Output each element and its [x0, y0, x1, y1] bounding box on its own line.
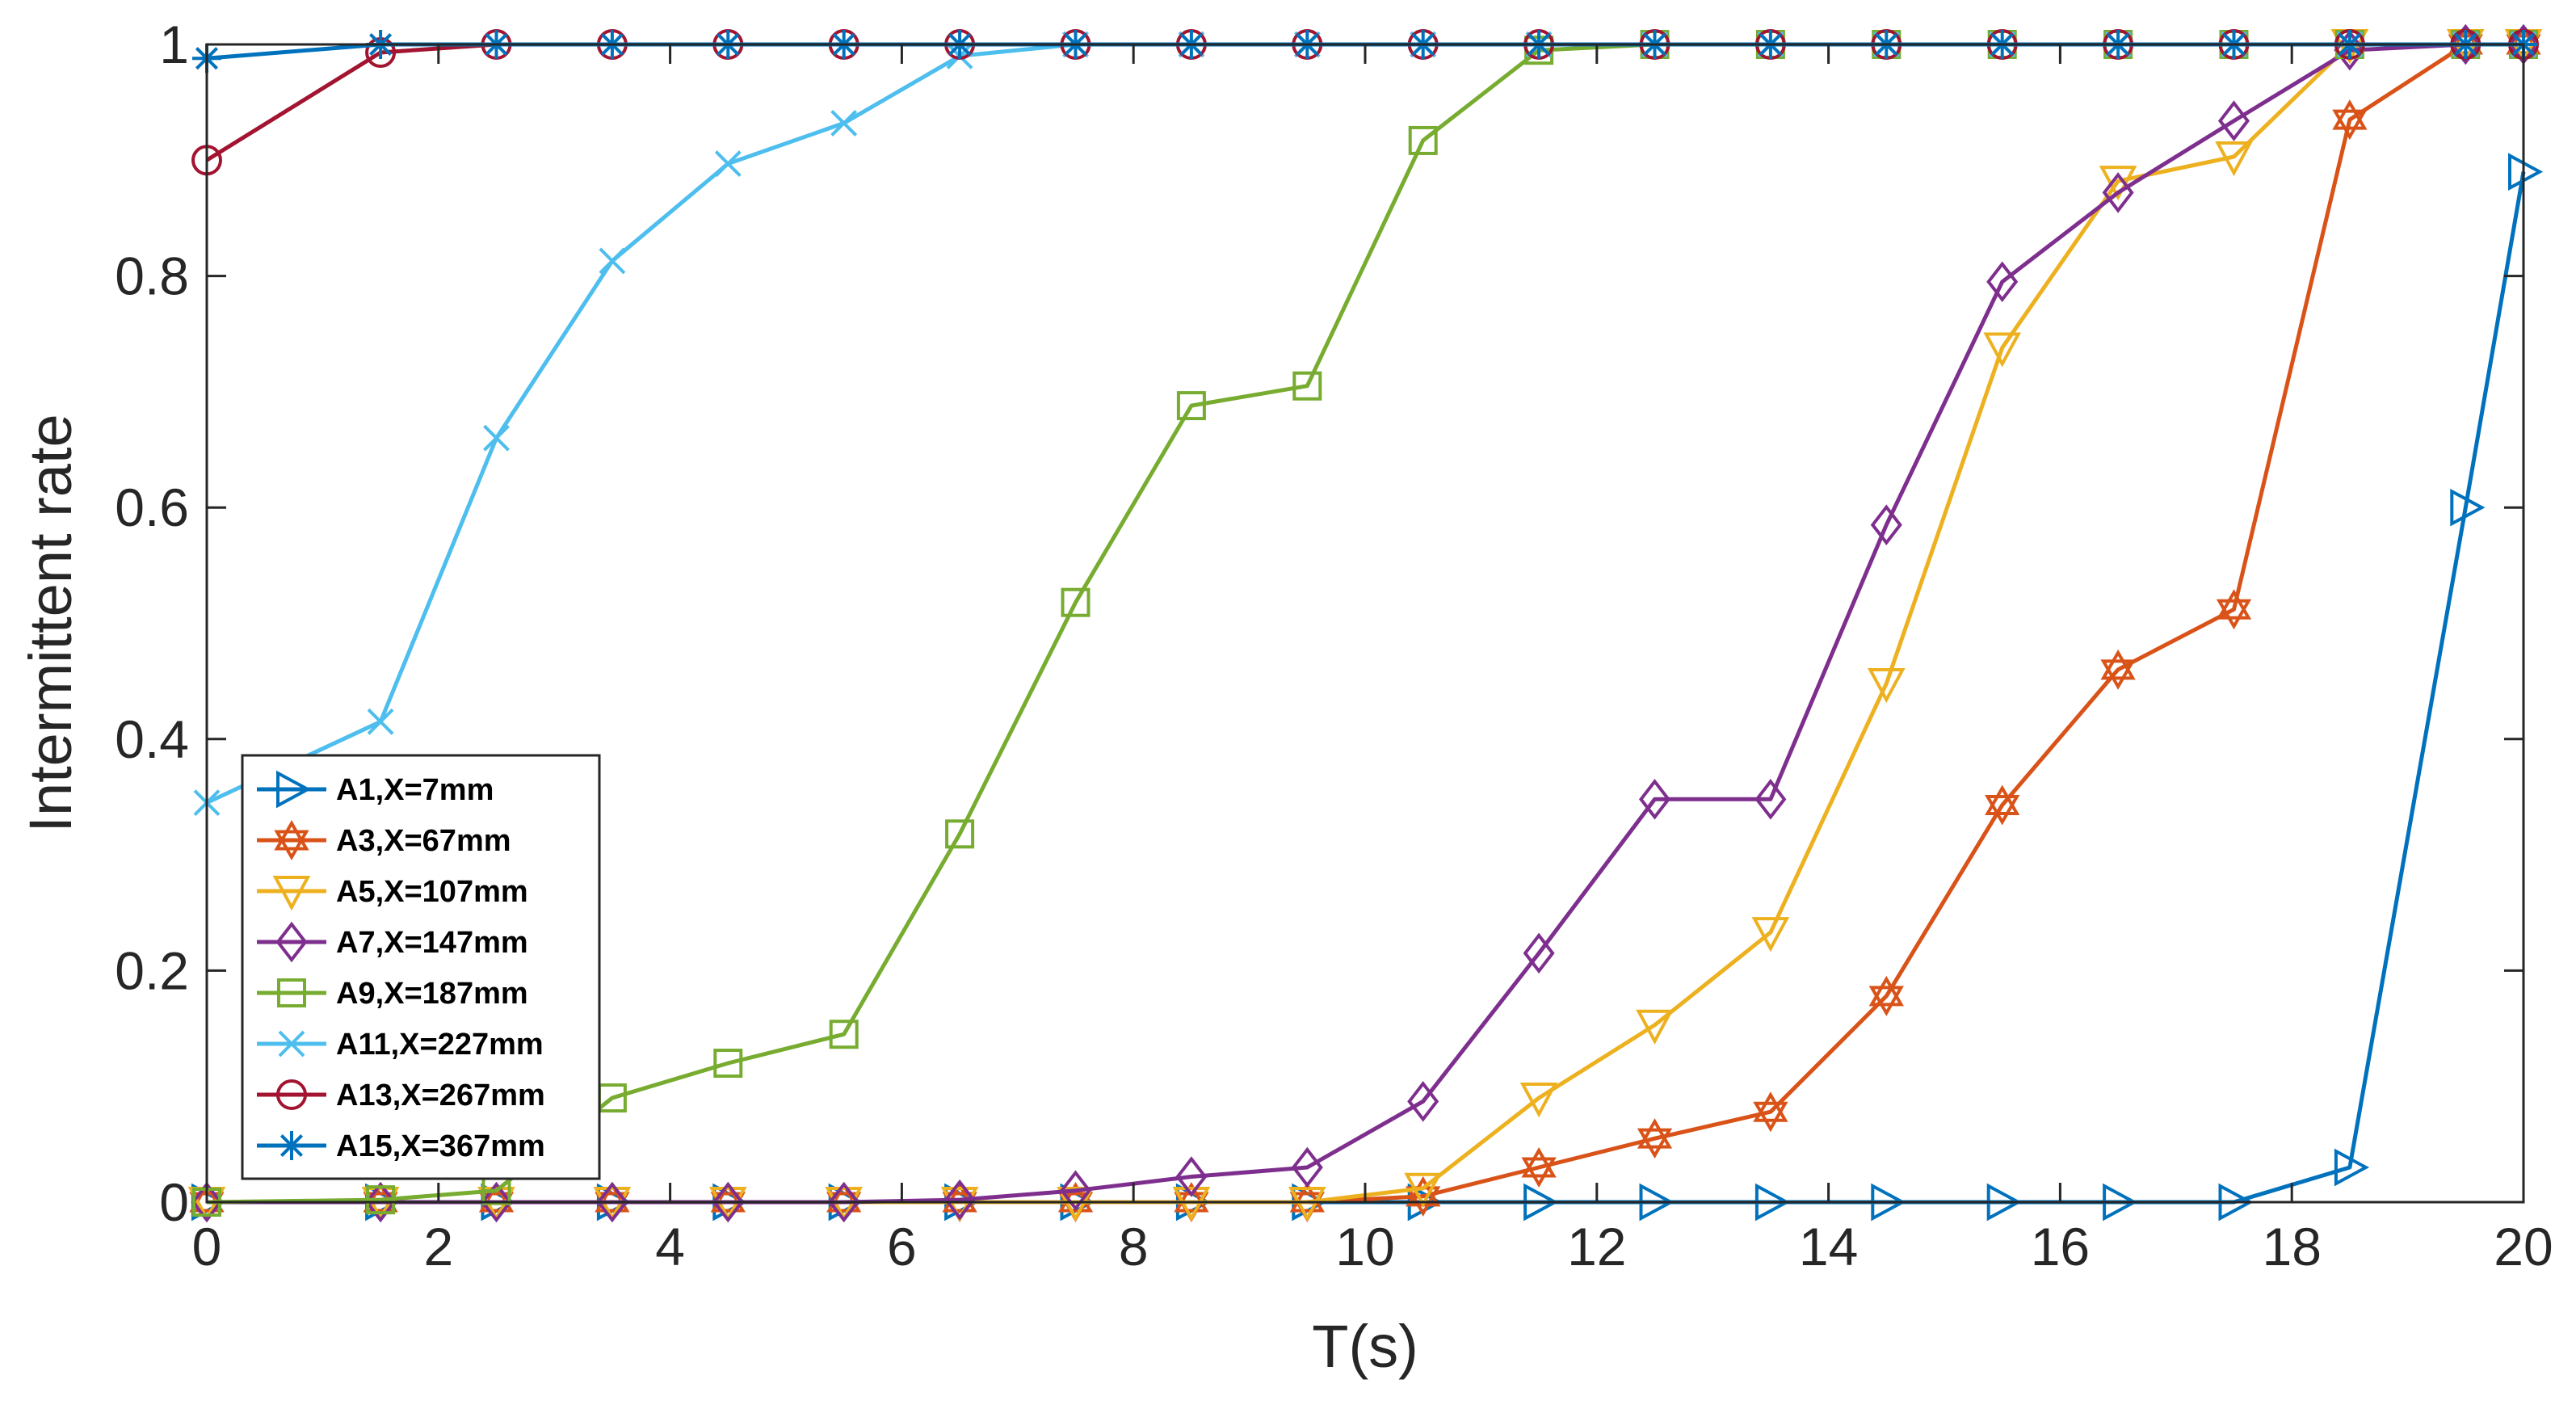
y-tick-label: 0.4	[115, 709, 189, 769]
data-point	[1868, 975, 1904, 1016]
data-point	[2216, 589, 2252, 630]
data-point	[1986, 261, 2019, 303]
x-tick-label: 18	[2262, 1217, 2321, 1276]
data-point	[712, 1181, 744, 1223]
data-point	[1291, 1146, 1323, 1188]
data-point	[2099, 166, 2137, 201]
legend-label: A15,X=367mm	[336, 1129, 545, 1163]
data-point	[1870, 504, 1902, 545]
legend-marker	[275, 921, 308, 963]
data-point	[2450, 488, 2486, 527]
x-tick-label: 6	[887, 1217, 917, 1276]
x-tick-label: 10	[1335, 1217, 1394, 1276]
x-tick-label: 4	[655, 1217, 685, 1276]
legend-marker	[278, 1030, 305, 1058]
data-point	[1751, 917, 1790, 953]
legend-item: A3,X=67mm	[257, 819, 511, 861]
legend-item: A13,X=267mm	[257, 1079, 545, 1112]
legend-label: A11,X=227mm	[336, 1028, 544, 1062]
x-tick-label: 14	[1799, 1217, 1858, 1276]
legend-label: A7,X=147mm	[336, 926, 528, 960]
y-tick-label: 0.8	[115, 246, 189, 306]
x-tick-label: 0	[192, 1217, 222, 1276]
data-point	[1523, 932, 1555, 974]
data-point	[2332, 99, 2368, 141]
x-tick-label: 2	[423, 1217, 453, 1276]
legend-label: A9,X=187mm	[336, 977, 528, 1011]
x-tick-label: 12	[1567, 1217, 1626, 1276]
data-point	[1637, 1118, 1673, 1159]
data-point	[2102, 172, 2134, 213]
legend-item: A9,X=187mm	[257, 977, 528, 1011]
y-tick-label: 0.2	[115, 940, 189, 1000]
legend-label: A3,X=67mm	[336, 824, 511, 858]
x-axis-title: T(s)	[1312, 1313, 1418, 1380]
data-point	[1638, 779, 1671, 820]
legend-marker	[277, 978, 306, 1007]
x-tick-label: 16	[2031, 1217, 2090, 1276]
data-point	[364, 1181, 397, 1223]
data-point	[829, 1020, 859, 1049]
y-tick-label: 1	[159, 15, 189, 74]
data-point	[366, 1185, 396, 1215]
data-point	[480, 1181, 513, 1223]
legend-item: A11,X=227mm	[257, 1028, 544, 1062]
data-point	[1985, 784, 2020, 826]
data-point	[945, 819, 975, 849]
legend-marker	[274, 819, 309, 861]
data-point	[2449, 23, 2481, 65]
data-point	[828, 1181, 860, 1223]
legend-box	[241, 754, 601, 1180]
legend-marker	[277, 1131, 306, 1160]
data-point	[714, 150, 742, 178]
data-point	[1059, 1170, 1092, 1211]
legend-label: A5,X=107mm	[336, 875, 528, 909]
data-point	[1176, 391, 1206, 421]
data-point	[1175, 1156, 1208, 1197]
data-point	[1061, 587, 1090, 617]
data-point	[1867, 668, 1906, 704]
y-tick-label: 0.6	[115, 477, 189, 537]
data-point	[191, 1181, 223, 1223]
data-point	[1754, 779, 1787, 820]
data-point	[2215, 141, 2253, 177]
legend: A1,X=7mm A3,X=67mm A5,X=107mm A7,X=147mm A9,…	[241, 754, 601, 1180]
legend-marker	[272, 876, 311, 911]
data-point	[1521, 1147, 1557, 1188]
data-point	[367, 708, 394, 735]
data-point	[1407, 1081, 1439, 1122]
legend-item: A1,X=7mm	[257, 770, 494, 809]
data-point	[1636, 1009, 1674, 1045]
data-point	[599, 247, 626, 275]
legend-item: A7,X=147mm	[257, 921, 528, 963]
data-point	[2334, 1148, 2370, 1187]
legend-label: A13,X=267mm	[336, 1079, 545, 1112]
axis-ticks: 0 2 4 6 8 10 12 14 16 18 20 0 0.2 0.4 0.6 0.8 1	[115, 15, 2553, 1276]
data-point	[1408, 125, 1438, 155]
data-point	[596, 1181, 628, 1223]
data-point	[830, 110, 858, 137]
data-point	[2100, 649, 2136, 690]
data-point	[483, 424, 510, 452]
legend-label: A1,X=7mm	[336, 773, 494, 807]
legend-marker	[276, 1079, 307, 1110]
data-point	[1519, 1083, 1558, 1118]
data-point	[1983, 332, 2022, 368]
y-axis-title: Intermittent rate	[17, 414, 84, 832]
data-point	[1753, 1091, 1788, 1133]
y-tick-label: 0	[159, 1172, 189, 1232]
legend-item: A5,X=107mm	[257, 875, 528, 911]
data-point	[1292, 371, 1322, 401]
data-point	[2217, 100, 2250, 141]
data-point	[943, 1179, 976, 1221]
legend-item: A15,X=367mm	[257, 1129, 545, 1163]
x-tick-label: 20	[2494, 1217, 2553, 1276]
x-tick-label: 8	[1119, 1217, 1149, 1276]
data-point	[713, 1049, 743, 1079]
legend-marker	[276, 770, 312, 809]
data-point	[1404, 1172, 1443, 1209]
